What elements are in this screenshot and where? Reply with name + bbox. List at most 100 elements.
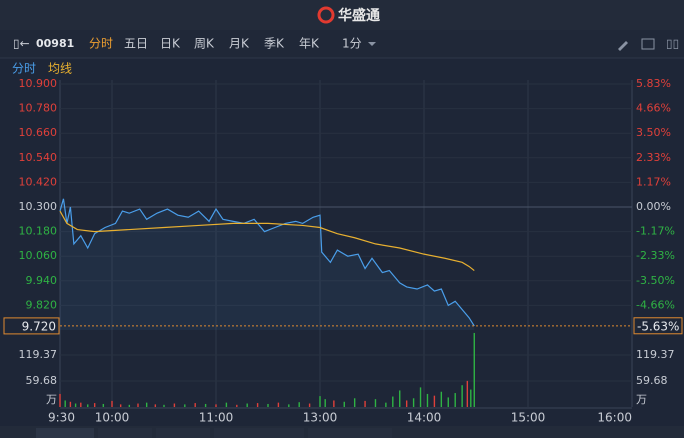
volume-bar <box>173 403 176 407</box>
bottom-tab[interactable] <box>214 428 304 438</box>
dropdown-arrow[interactable] <box>368 42 376 46</box>
bottom-tab[interactable] <box>156 428 210 438</box>
volume-bar <box>419 387 422 407</box>
last-price-label: 9.720 <box>22 319 56 333</box>
volume-bar <box>392 396 394 407</box>
timeframe-tab[interactable]: 月K <box>229 37 250 51</box>
volume-bar <box>74 403 77 407</box>
logo-text: 华盛通 <box>338 7 380 24</box>
volume-bar <box>119 404 122 407</box>
y-tick-label: 10.780 <box>19 102 58 115</box>
x-tick-label: 11:00 <box>199 411 234 425</box>
draw-icon[interactable] <box>618 41 628 51</box>
y-tick-label: 10.300 <box>19 200 58 213</box>
volume-bar <box>184 404 186 407</box>
volume-bar <box>440 391 443 407</box>
volume-bar <box>111 400 113 407</box>
volume-bar <box>461 385 463 407</box>
price-line <box>59 198 475 327</box>
volume-bar <box>215 404 217 407</box>
volume-bar <box>324 399 326 407</box>
y2-tick-label: -1.17% <box>636 225 675 238</box>
volume-unit: 万 <box>46 393 57 406</box>
timeframe-tab[interactable]: 年K <box>299 37 320 51</box>
volume-bar <box>466 380 469 407</box>
volume-bar <box>385 402 387 407</box>
volume-bar <box>93 403 96 407</box>
y2-tick-label: 2.33% <box>636 151 671 164</box>
timeframe-tab[interactable]: 季K <box>264 37 285 51</box>
volume-bar <box>473 332 475 407</box>
bottom-tab[interactable] <box>36 428 94 438</box>
volume-bar <box>236 404 238 407</box>
volume-bar <box>308 403 311 407</box>
volume-bar <box>319 396 321 407</box>
logo-icon <box>317 6 335 24</box>
volume-bar <box>426 393 429 407</box>
timeframe-tab[interactable]: 分时 <box>89 37 113 51</box>
average-line <box>59 210 475 272</box>
volume-bar <box>454 393 456 407</box>
y2-tick-label: 1.17% <box>636 175 671 188</box>
y2-tick-label: 4.66% <box>636 102 671 115</box>
y2-tick-label: -2.33% <box>636 249 675 262</box>
price-area <box>60 198 475 330</box>
y-tick-label: 10.420 <box>19 175 58 188</box>
x-tick-label: 9:30 <box>48 411 75 425</box>
change-label: -5.63% <box>637 319 679 333</box>
timeframe-tab[interactable]: 五日 <box>124 37 148 51</box>
legend-entry: 均线 <box>48 62 72 76</box>
volume-bar <box>399 390 401 407</box>
expand-icon[interactable] <box>641 38 655 50</box>
y-tick-label: 10.180 <box>19 225 58 238</box>
volume-bar <box>59 393 61 407</box>
volume-bar <box>470 389 472 407</box>
change-box <box>633 317 683 335</box>
volume-bar <box>194 403 196 407</box>
y-tick-label: 9.820 <box>26 298 58 311</box>
volume-bar <box>433 395 436 407</box>
y-tick-label: 10.900 <box>19 77 58 90</box>
x-tick-label: 10:00 <box>95 411 130 425</box>
timeframe-tab[interactable]: 周K <box>194 37 215 51</box>
volume-bar <box>102 403 105 407</box>
y-tick-label: 10.540 <box>19 151 58 164</box>
volume-bar <box>288 404 290 407</box>
volume-bar <box>80 402 82 407</box>
y-tick-label: 10.660 <box>19 126 58 139</box>
volume-bar <box>128 404 131 407</box>
volume-unit: 万 <box>636 393 647 406</box>
volume-bar <box>163 404 165 407</box>
volume-bar <box>364 400 366 407</box>
volume-bar <box>225 402 228 407</box>
volume-bar <box>405 400 408 407</box>
volume-tick-label: 59.68 <box>636 374 668 387</box>
y2-tick-label: -3.50% <box>636 274 675 287</box>
timeframe-tab[interactable]: 日K <box>160 37 181 51</box>
x-tick-label: 13:00 <box>303 411 338 425</box>
volume-bar <box>204 403 207 407</box>
x-tick-label: 14:00 <box>407 411 442 425</box>
panel-icon[interactable]: ▯▯ <box>666 37 679 51</box>
y-tick-label: 10.060 <box>19 249 58 262</box>
legend-entry: 分时 <box>12 62 36 76</box>
x-tick-label: 16:00 <box>597 411 632 425</box>
volume-tick-label: 59.68 <box>26 374 58 387</box>
bottom-tab[interactable] <box>308 428 392 438</box>
bottom-tab[interactable] <box>98 428 152 438</box>
volume-bar <box>343 401 345 407</box>
timeframe-tab[interactable]: 1分 <box>342 37 362 51</box>
volume-tick-label: 119.37 <box>19 348 58 361</box>
collapse-icon[interactable]: ▯← <box>13 37 30 51</box>
volume-bar <box>246 403 248 407</box>
x-tick-label: 15:00 <box>511 411 546 425</box>
volume-bar <box>374 399 377 407</box>
volume-bar <box>412 398 415 407</box>
header-bar <box>0 0 684 30</box>
volume-bar <box>298 402 300 407</box>
y-tick-label: 9.940 <box>26 274 58 287</box>
y2-tick-label: -4.66% <box>636 298 675 311</box>
volume-bar <box>64 400 66 407</box>
